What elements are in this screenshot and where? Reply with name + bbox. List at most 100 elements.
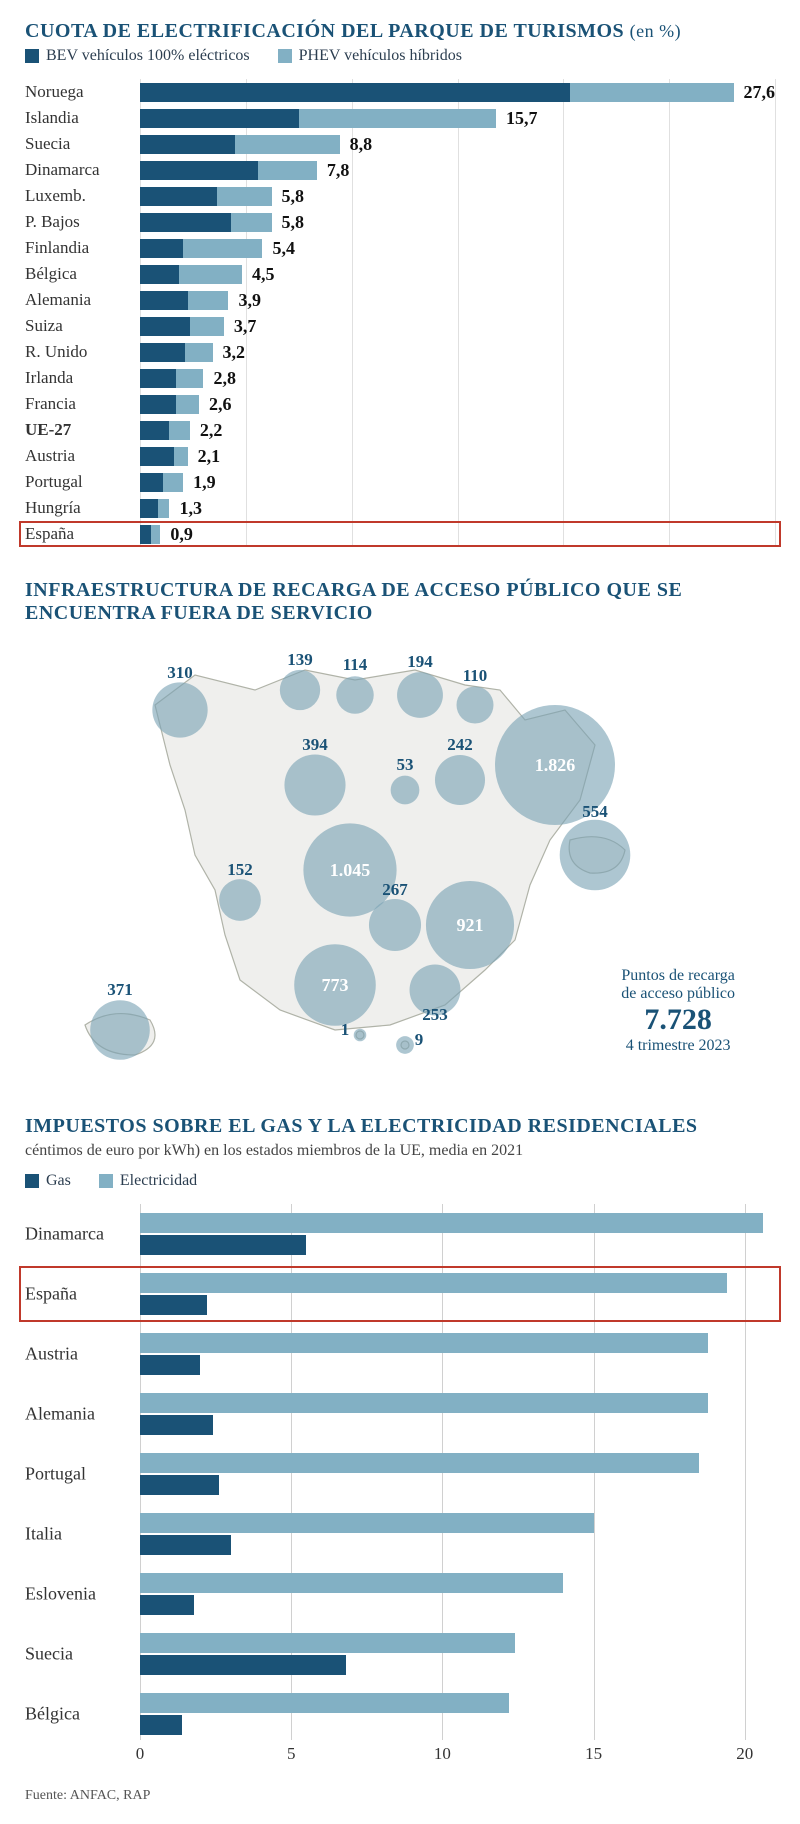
chart1-row: UE-272,2 [25,417,775,443]
legend-bev: BEV vehículos 100% eléctricos [25,47,250,65]
chart1-bars: 5,4 [140,235,775,261]
bubble-label: 310 [167,663,193,682]
chart1-row-label: Hungría [25,498,140,518]
legend-swatch-bev [25,49,39,63]
chart1-bars: 3,9 [140,287,775,313]
chart1-value: 3,9 [238,290,261,311]
bar-elec [140,1393,708,1413]
bubble-circle [354,1029,367,1042]
bar-phev [299,109,496,128]
chart2-row: Suecia [25,1624,775,1684]
chart1-value: 8,8 [350,134,373,155]
chart2-row: Dinamarca [25,1204,775,1264]
bubble-label: 394 [302,735,328,754]
chart1-bars: 5,8 [140,209,775,235]
bubble-label: 371 [107,980,133,999]
bar-bev [140,499,158,518]
legend-swatch-gas [25,1174,39,1188]
chart1-value: 3,2 [223,342,246,363]
bubble-label: 1 [341,1020,350,1039]
chart1-value: 5,4 [272,238,295,259]
bar-phev [158,499,169,518]
chart1-row: Bélgica 4,5 [25,261,775,287]
chart1-title-suffix: (en %) [630,21,681,41]
chart1-row: Irlanda2,8 [25,365,775,391]
bar-phev [163,473,183,492]
legend-elec: Electricidad [99,1172,197,1190]
legend-swatch-elec [99,1174,113,1188]
chart1-row: Dinamarca7,8 [25,157,775,183]
bar-bev [140,239,183,258]
chart1-row: Francia 2,6 [25,391,775,417]
bar-phev [176,395,199,414]
bar-phev [235,135,339,154]
chart1-value: 2,6 [209,394,232,415]
chart1-row: Suecia8,8 [25,131,775,157]
chart2-title: IMPUESTOS SOBRE EL GAS Y LA ELECTRICIDAD… [25,1115,775,1138]
bubble-circle [396,1036,414,1054]
chart2-row-label: Suecia [25,1644,135,1665]
chart1-bars: 3,7 [140,313,775,339]
bar-bev [140,83,570,102]
chart1-bars: 0,9 [140,521,775,547]
bar-gas [140,1235,306,1255]
bubble-circle [560,820,631,891]
chart2-row-label: Portugal [25,1464,135,1485]
source-line: Fuente: ANFAC, RAP [25,1788,775,1804]
bar-phev [169,421,189,440]
chart2-rows: DinamarcaEspañaAustriaAlemaniaPortugalIt… [25,1204,775,1744]
bar-bev [140,265,179,284]
bubble-label: 253 [422,1005,448,1024]
chart1-row-label: Bélgica [25,264,140,284]
map-annot-line1: Puntos de recarga [621,967,735,985]
chart1-value: 7,8 [327,160,350,181]
chart1-value: 4,5 [252,264,275,285]
chart1-row-label: Alemania [25,290,140,310]
bubble-circle [369,899,421,951]
chart2-tick: 20 [736,1744,753,1764]
chart1-row-label: Islandia [25,108,140,128]
legend-gas-label: Gas [46,1172,71,1190]
chart1-value: 2,8 [213,368,236,389]
bubble-circle [457,687,494,724]
chart1-row: España0,9 [25,521,775,547]
chart2-row: Bélgica [25,1684,775,1744]
bar-gas [140,1295,207,1315]
chart1-row: Hungría 1,3 [25,495,775,521]
bar-gas [140,1655,346,1675]
bubble-circle [280,670,320,710]
bar-phev [190,317,224,336]
chart2-section: IMPUESTOS SOBRE EL GAS Y LA ELECTRICIDAD… [25,1115,775,1768]
bubble-label: 9 [415,1030,424,1049]
chart1-row: R. Unido3,2 [25,339,775,365]
chart1-value: 0,9 [170,524,193,545]
chart2-plot: DinamarcaEspañaAustriaAlemaniaPortugalIt… [25,1204,775,1768]
bar-bev [140,187,217,206]
bar-bev [140,525,151,544]
bar-gas [140,1535,231,1555]
bubble-label: 1.826 [535,755,576,775]
chart1-legend: BEV vehículos 100% eléctricos PHEV vehíc… [25,47,775,65]
bar-phev [151,525,160,544]
bubble-label: 554 [582,802,608,821]
bar-bev [140,135,235,154]
chart2-row-label: Alemania [25,1404,135,1425]
chart1-bars: 27,6 [140,79,775,105]
chart1-row: Portugal1,9 [25,469,775,495]
chart1-row-label: Francia [25,394,140,414]
bar-gas [140,1355,200,1375]
bar-bev [140,291,188,310]
bar-gas [140,1595,194,1615]
bar-bev [140,161,258,180]
chart1-value: 1,3 [179,498,202,519]
chart1-title: CUOTA DE ELECTRIFICACIÓN DEL PARQUE DE T… [25,20,775,43]
chart1-row: Alemania 3,9 [25,287,775,313]
chart1-row-label: P. Bajos [25,212,140,232]
bar-phev [188,291,229,310]
bubble-circle [435,755,485,805]
chart1-row-label: Austria [25,446,140,466]
chart1-row-label: Luxemb. [25,186,140,206]
bar-elec [140,1573,563,1593]
bubble-circle [90,1000,150,1060]
bar-bev [140,473,163,492]
